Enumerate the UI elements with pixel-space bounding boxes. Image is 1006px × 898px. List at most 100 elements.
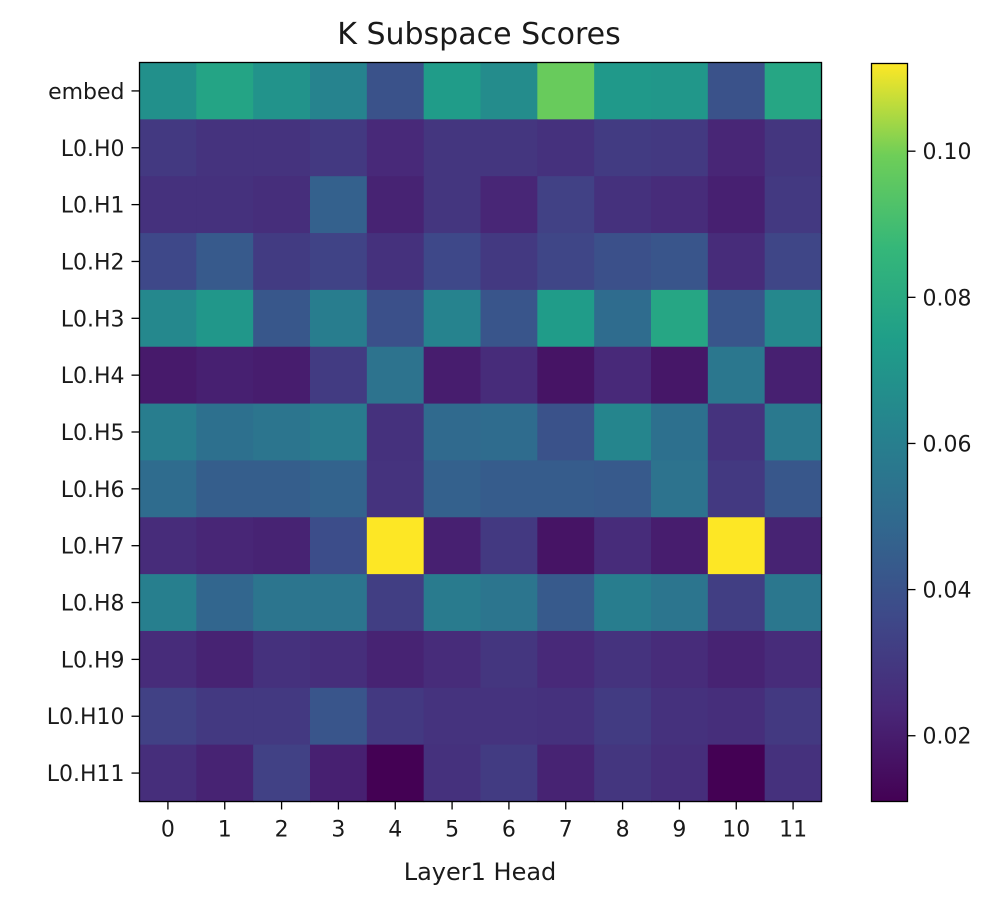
heatmap-cell (537, 176, 595, 234)
heatmap-cell (423, 403, 482, 462)
heatmap-cell (253, 176, 311, 234)
heatmap-cell (537, 687, 595, 746)
heatmap-cell (537, 630, 595, 689)
colorbar-tick-label: 0.02 (923, 725, 972, 750)
heatmap-cell (366, 744, 425, 803)
heatmap-cell (480, 630, 538, 689)
heatmap-cell (651, 346, 709, 405)
heatmap-cell (651, 517, 709, 575)
heatmap-cell (366, 574, 425, 632)
heatmap-cell (366, 233, 425, 291)
heatmap-cell (537, 744, 595, 803)
heatmap-cell (253, 574, 311, 632)
heatmap-cell (480, 460, 538, 518)
heatmap-cell (139, 460, 197, 518)
heatmap-cell (480, 62, 538, 120)
y-axis: embed L0.H0 L0.H1 L0.H2 L0.H3 L0.H4 L0.H5 L0.H6… (47, 80, 140, 787)
heatmap-cell (480, 517, 538, 575)
heatmap-cell (764, 744, 823, 803)
y-tick-label: L0.H1 (61, 194, 125, 219)
x-tick-label: 0 (161, 818, 175, 843)
heatmap-cell (366, 517, 425, 575)
heatmap-cell (196, 460, 254, 518)
heatmap-cell (253, 630, 311, 689)
heatmap-cell (651, 744, 709, 803)
heatmap-cell (594, 176, 652, 234)
heatmap-cell (253, 119, 311, 177)
heatmap-cell (423, 460, 482, 518)
heatmap-cell (537, 62, 595, 120)
heatmap-cell (764, 176, 823, 234)
heatmap-cell (651, 62, 709, 120)
y-tick-label: L0.H11 (47, 762, 125, 787)
heatmap-cell (594, 346, 652, 405)
x-tick-label: 11 (779, 818, 807, 843)
heatmap-cell (196, 346, 254, 405)
heatmap-cell (310, 289, 368, 348)
heatmap-cell (764, 460, 823, 518)
heatmap-cell (196, 574, 254, 632)
heatmap-cell (594, 62, 652, 120)
heatmap-cell (253, 289, 311, 348)
heatmap-cell (139, 574, 197, 632)
heatmap-cell (764, 289, 823, 348)
heatmap-cell (594, 687, 652, 746)
heatmap-cell (196, 289, 254, 348)
heatmap-cell (480, 176, 538, 234)
heatmap-cell (594, 403, 652, 462)
heatmap-cell (707, 460, 766, 518)
heatmap-cell (707, 574, 766, 632)
heatmap-cell (423, 744, 482, 803)
heatmap-cell (253, 517, 311, 575)
x-tick-label: 9 (672, 818, 686, 843)
heatmap-cell (366, 346, 425, 405)
heatmap-cell (707, 176, 766, 234)
colorbar (870, 62, 909, 803)
heatmap-cell (537, 346, 595, 405)
heatmap-cell (310, 403, 368, 462)
x-tick-label: 2 (275, 818, 289, 843)
heatmap-cell (423, 233, 482, 291)
heatmap-cell (537, 233, 595, 291)
heatmap-cell (139, 403, 197, 462)
colorbar-tick-label: 0.04 (923, 579, 972, 604)
heatmap-cell (707, 744, 766, 803)
heatmap-cell (139, 630, 197, 689)
y-tick-label: L0.H0 (61, 137, 125, 162)
y-tick-label: L0.H2 (61, 250, 125, 275)
heatmap-cell (366, 460, 425, 518)
heatmap-cell (139, 744, 197, 803)
heatmap-cell (707, 233, 766, 291)
heatmap-cell (594, 517, 652, 575)
heatmap-cell (310, 460, 368, 518)
heatmap-cell (139, 233, 197, 291)
heatmap-cell (423, 289, 482, 348)
heatmap-cell (651, 460, 709, 518)
heatmap-cell (196, 176, 254, 234)
x-axis: 0 1 2 3 4 5 6 7 8 9 10 11 (161, 801, 807, 843)
heatmap-cell (310, 119, 368, 177)
heatmap-cell (764, 630, 823, 689)
heatmap-cell (594, 630, 652, 689)
colorbar-tick-label: 0.08 (923, 286, 972, 311)
x-tick-label: 3 (331, 818, 345, 843)
heatmap-cell (196, 119, 254, 177)
heatmap-cell (310, 744, 368, 803)
heatmap-cell (707, 289, 766, 348)
heatmap-cell (139, 517, 197, 575)
heatmap-cell (310, 630, 368, 689)
heatmap-cell (139, 346, 197, 405)
heatmap-cell (537, 403, 595, 462)
heatmap-cell (537, 119, 595, 177)
heatmap-cell (366, 687, 425, 746)
heatmap-cell (423, 574, 482, 632)
heatmap-cell (764, 403, 823, 462)
chart-title: K Subspace Scores (337, 17, 621, 52)
heatmap-cell (764, 687, 823, 746)
y-tick-label: L0.H8 (61, 592, 125, 617)
y-tick-label: embed (48, 80, 124, 105)
x-tick-label: 1 (218, 818, 232, 843)
heatmap-cell (594, 119, 652, 177)
heatmap-cell (537, 517, 595, 575)
heatmap-cell (707, 517, 766, 575)
